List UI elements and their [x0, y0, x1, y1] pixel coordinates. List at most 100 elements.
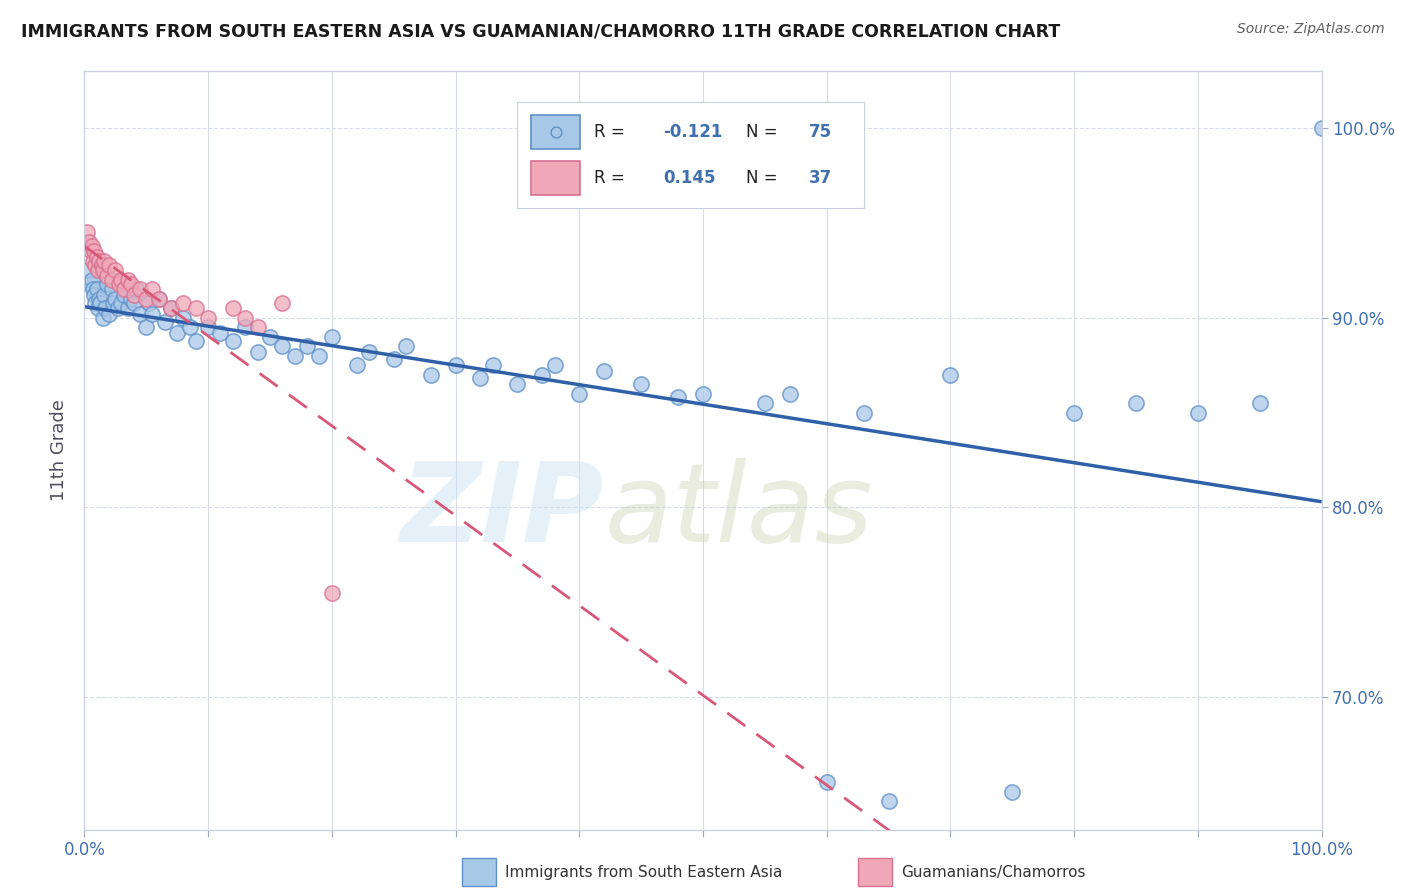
Point: [779, 386, 801, 401]
Point: [101, 295, 124, 310]
Point: [82, 253, 104, 268]
Point: [172, 295, 194, 310]
Point: [87, 301, 110, 316]
Point: [120, 292, 142, 306]
Point: [815, 775, 838, 789]
Text: Guamanians/Chamorros: Guamanians/Chamorros: [901, 864, 1085, 880]
Point: [444, 358, 467, 372]
Point: [107, 301, 129, 316]
Point: [86, 250, 108, 264]
Point: [197, 310, 219, 325]
Point: [110, 273, 132, 287]
Point: [357, 344, 380, 359]
Point: [77, 263, 100, 277]
Point: [1001, 785, 1024, 799]
Point: [135, 320, 157, 334]
Point: [89, 253, 111, 268]
Text: IMMIGRANTS FROM SOUTH EASTERN ASIA VS GUAMANIAN/CHAMORRO 11TH GRADE CORRELATION : IMMIGRANTS FROM SOUTH EASTERN ASIA VS GU…: [21, 22, 1060, 40]
Point: [129, 282, 152, 296]
Point: [80, 239, 103, 253]
Point: [321, 585, 343, 599]
Point: [271, 339, 294, 353]
Point: [179, 320, 201, 334]
Point: [1249, 396, 1271, 410]
Point: [233, 320, 256, 334]
Point: [284, 349, 307, 363]
Point: [877, 794, 900, 808]
Point: [148, 292, 170, 306]
Point: [93, 288, 115, 302]
Point: [246, 320, 269, 334]
Point: [160, 301, 183, 316]
Point: [506, 377, 529, 392]
Point: [148, 292, 170, 306]
Text: Immigrants from South Eastern Asia: Immigrants from South Eastern Asia: [505, 864, 782, 880]
Point: [259, 330, 281, 344]
Point: [141, 307, 163, 321]
Point: [79, 277, 101, 291]
Point: [172, 310, 194, 325]
Point: [419, 368, 441, 382]
Point: [90, 258, 112, 272]
Point: [630, 377, 652, 392]
Point: [93, 253, 115, 268]
Point: [79, 244, 101, 259]
Point: [76, 226, 98, 240]
Point: [939, 368, 962, 382]
Point: [117, 301, 139, 316]
Point: [321, 330, 343, 344]
Point: [1310, 121, 1333, 136]
Point: [110, 295, 132, 310]
Bar: [461, 857, 496, 887]
Point: [184, 334, 207, 348]
Point: [692, 386, 714, 401]
Point: [104, 292, 127, 306]
Point: [153, 315, 176, 329]
Text: Source: ZipAtlas.com: Source: ZipAtlas.com: [1237, 22, 1385, 37]
Point: [308, 349, 330, 363]
Point: [666, 391, 689, 405]
Bar: [858, 857, 893, 887]
Point: [209, 326, 232, 340]
Point: [382, 352, 405, 367]
Point: [89, 292, 111, 306]
Point: [96, 268, 118, 283]
Point: [122, 288, 145, 302]
Point: [79, 235, 101, 249]
Point: [125, 282, 148, 296]
Point: [531, 368, 554, 382]
Point: [1187, 405, 1209, 419]
Point: [197, 320, 219, 334]
Point: [83, 288, 105, 302]
Point: [94, 301, 117, 316]
Point: [1125, 396, 1147, 410]
Point: [222, 334, 245, 348]
Point: [295, 339, 318, 353]
Point: [82, 282, 104, 296]
Point: [166, 326, 188, 340]
Point: [184, 301, 207, 316]
Point: [91, 263, 114, 277]
Point: [141, 282, 163, 296]
Point: [246, 344, 269, 359]
Point: [852, 405, 875, 419]
Point: [568, 386, 591, 401]
Point: [84, 258, 107, 272]
Point: [77, 239, 100, 253]
Point: [100, 273, 122, 287]
Point: [98, 258, 121, 272]
Point: [543, 358, 565, 372]
Point: [87, 263, 110, 277]
Text: ZIP: ZIP: [401, 458, 605, 565]
Point: [593, 364, 616, 378]
Point: [100, 282, 122, 296]
Point: [91, 310, 114, 325]
Point: [138, 295, 160, 310]
Text: atlas: atlas: [605, 458, 873, 565]
Point: [222, 301, 245, 316]
Point: [112, 282, 135, 296]
Point: [84, 295, 107, 310]
Point: [98, 307, 121, 321]
Point: [120, 277, 142, 291]
Point: [470, 371, 492, 385]
